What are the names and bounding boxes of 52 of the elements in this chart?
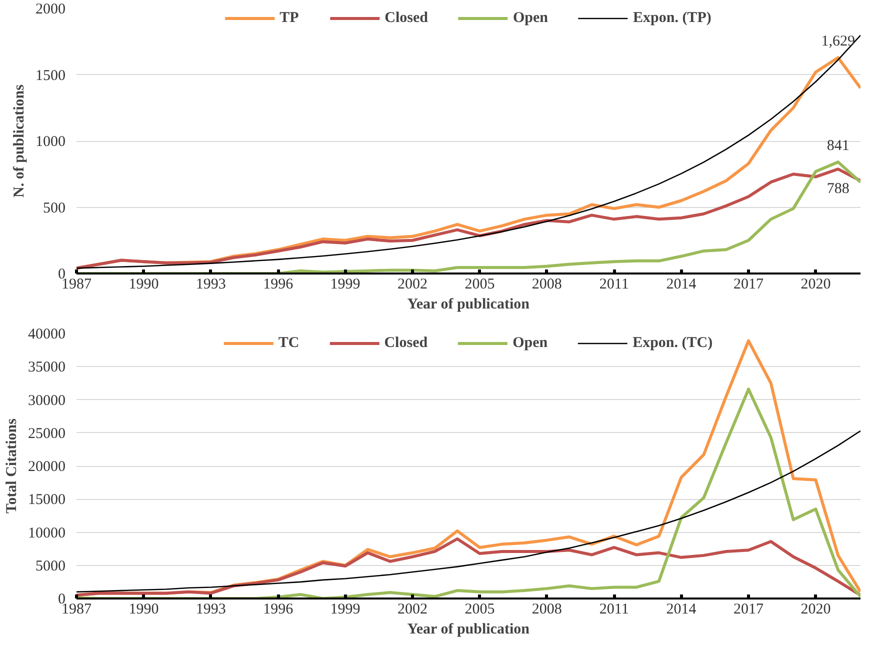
x-axis-title: Year of publication	[407, 622, 530, 638]
y-axis-title: N. of publications	[12, 84, 28, 198]
x-axis-title: Year of publication	[407, 296, 530, 312]
legend-label: Expon. (TC)	[632, 334, 713, 352]
data-label: 1,629	[821, 34, 855, 50]
x-tick-label: 1999	[330, 602, 360, 618]
x-tick-label: 2002	[398, 276, 428, 292]
line-series	[76, 537, 860, 597]
y-tick-label: 40000	[28, 326, 66, 342]
legend-label: Closed	[384, 10, 428, 26]
x-tick-label: 1999	[330, 276, 360, 292]
x-tick-label: 1996	[263, 602, 294, 618]
legend-label: Closed	[384, 334, 428, 352]
legend-label: Open	[512, 334, 548, 352]
x-tick-label: 2008	[532, 276, 562, 292]
y-tick-label: 2000	[36, 2, 66, 18]
y-tick-label: 35000	[28, 360, 66, 376]
line-series	[76, 430, 860, 593]
y-tick-label: 25000	[28, 426, 66, 442]
x-tick-label: 2017	[734, 276, 764, 292]
x-tick-label: 1990	[128, 276, 159, 292]
x-tick-label: 1993	[196, 602, 226, 618]
y-tick-label: 20000	[28, 459, 66, 475]
legend-label: Expon. (TP)	[633, 10, 712, 26]
legend-label: Open	[512, 10, 548, 26]
x-tick-label: 1990	[128, 602, 159, 618]
x-tick-label: 2014	[666, 276, 697, 292]
x-tick-label: 2017	[734, 602, 764, 618]
legend-label: TP	[280, 10, 300, 26]
x-tick-label: 2014	[666, 602, 697, 618]
x-tick-label: 2002	[398, 602, 428, 618]
y-tick-label: 5000	[36, 558, 66, 574]
data-label: 788	[826, 181, 850, 198]
y-tick-label: 1500	[36, 68, 66, 84]
x-tick-label: 2020	[800, 276, 831, 292]
x-tick-label: 2011	[599, 602, 629, 618]
x-tick-label: 2005	[464, 276, 495, 292]
x-tick-label: 2008	[532, 602, 562, 618]
x-tick-label: 2011	[599, 276, 629, 292]
x-tick-label: 1993	[196, 276, 226, 292]
y-tick-label: 1000	[36, 134, 66, 150]
line-series	[76, 388, 860, 598]
y-tick-label: 15000	[28, 492, 66, 508]
x-tick-label: 1996	[263, 276, 294, 292]
y-tick-label: 30000	[28, 392, 66, 409]
y-tick-label: 10000	[28, 525, 66, 542]
legend-label: TC	[278, 334, 300, 352]
y-tick-label: 500	[43, 200, 66, 216]
data-label: 841	[826, 138, 850, 154]
x-tick-label: 2005	[464, 602, 495, 618]
x-tick-label: 2020	[800, 602, 831, 618]
y-axis-title: Total Citations	[4, 418, 20, 514]
